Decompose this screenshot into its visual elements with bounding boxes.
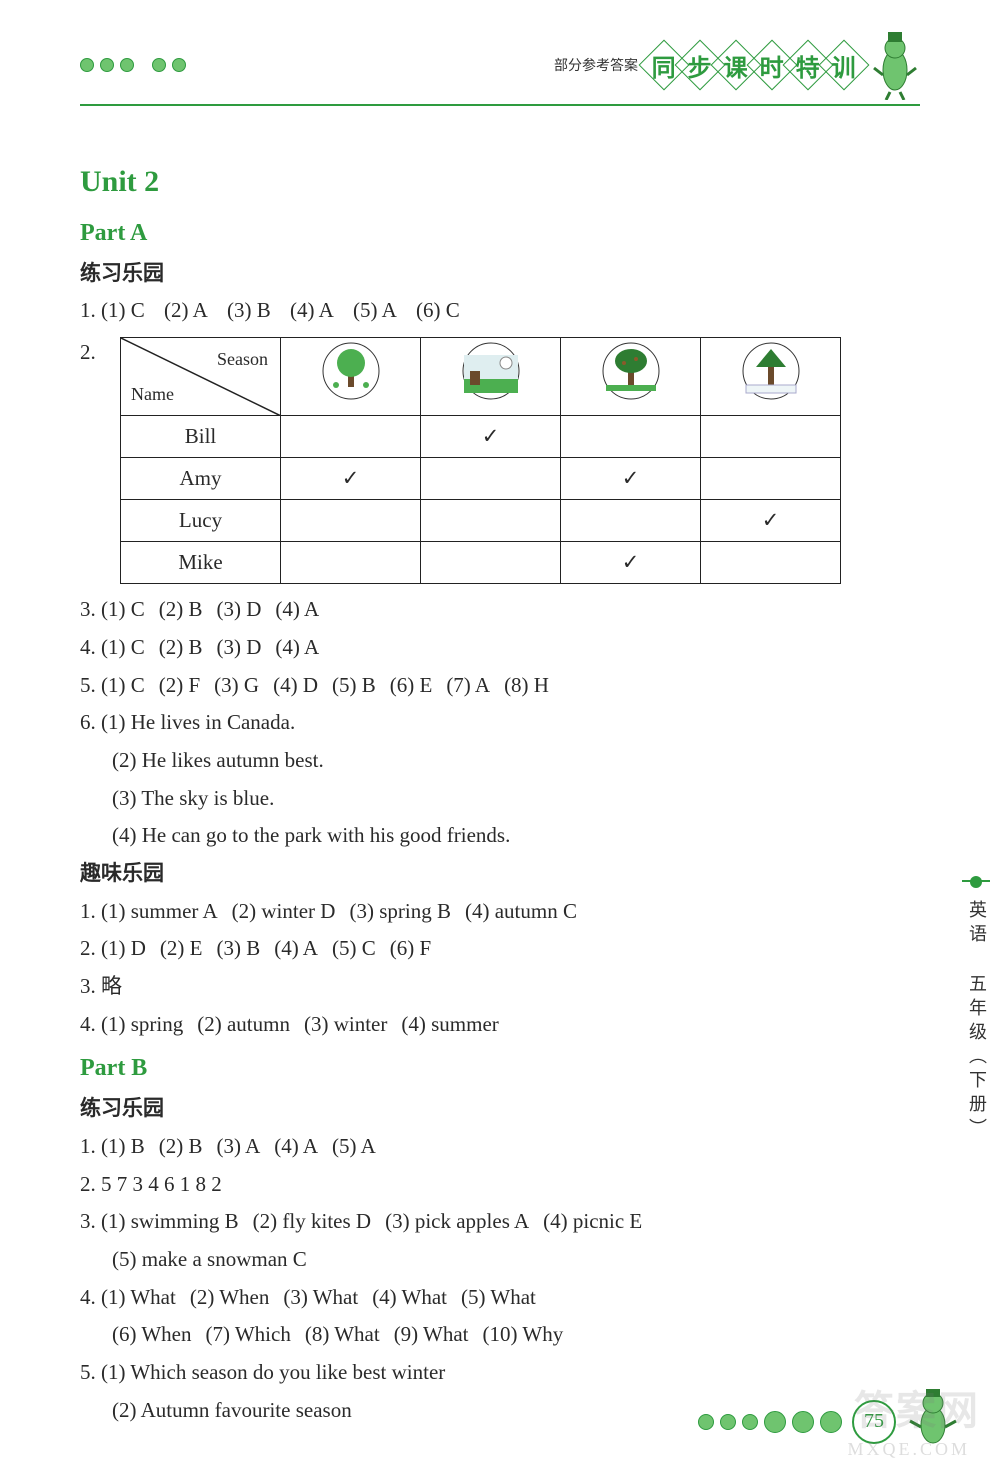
part-b-title: Part B [80,1048,920,1089]
answer-line: 1. (1) C (2) A (3) B (4) A (5) A (6) C [80,293,920,329]
answer-line: 5. (1) Which season do you like best win… [80,1355,920,1391]
answer-line: 5. (1) C(2) F(3) G(4) D(5) B(6) E(7) A(8… [80,668,920,704]
season-table: Season Name [120,337,841,584]
table-row: Bill✓ [121,416,841,458]
mascot-footer-icon [906,1387,960,1456]
unit-title: Unit 2 [80,156,920,207]
section-label: 趣味乐园 [80,856,920,892]
header-subtitle: 部分参考答案 [554,55,638,75]
content-body: Unit 2 Part A 练习乐园 1. (1) C (2) A (3) B … [80,156,920,1428]
page-header: 部分参考答案 同 步 课 时 特 训 [80,30,920,106]
part-a-title: Part A [80,213,920,254]
table-corner-cell: Season Name [121,338,281,416]
answer-line: (6) When(7) Which(8) What(9) What(10) Wh… [80,1317,920,1353]
header-title: 部分参考答案 同 步 课 时 特 训 [554,30,920,100]
answer-line: 4. (1) spring(2) autumn(3) winter(4) sum… [80,1007,920,1043]
answer-line: 3. (1) C(2) B(3) D(4) A [80,592,920,628]
page-footer: 75 [698,1387,960,1456]
season-summer-icon [421,338,561,416]
page-number: 75 [852,1400,896,1444]
season-spring-icon [281,338,421,416]
answer-line: 1. (1) summer A(2) winter D(3) spring B(… [80,894,920,930]
answer-line: 2. (1) D(2) E(3) B(4) A(5) C(6) F [80,931,920,967]
mascot-icon [870,30,920,100]
answer-line: (2) He likes autumn best. [80,743,920,779]
answer-line: (3) The sky is blue. [80,781,920,817]
table-row: Amy✓✓ [121,458,841,500]
footer-dots [698,1411,842,1433]
answer-line: 4. (1) What(2) When(3) What(4) What(5) W… [80,1280,920,1316]
answer-line: 2. 5 7 3 4 6 1 8 2 [80,1167,920,1203]
answer-line: 4. (1) C(2) B(3) D(4) A [80,630,920,666]
section-label: 练习乐园 [80,256,920,292]
q2-number: 2. [80,331,110,371]
section-label: 练习乐园 [80,1091,920,1127]
answer-line: 1. (1) B(2) B(3) A(4) A(5) A [80,1129,920,1165]
answer-line: (5) make a snowman C [80,1242,920,1278]
header-dots [80,58,186,72]
answer-line: 6. (1) He lives in Canada. [80,705,920,741]
answer-line: 3. 略 [80,969,920,1005]
answer-line: 3. (1) swimming B(2) fly kites D(3) pick… [80,1204,920,1240]
answer-line: (4) He can go to the park with his good … [80,818,920,854]
season-autumn-icon [561,338,701,416]
season-table-row: 2. Season Name [80,331,920,590]
season-winter-icon [701,338,841,416]
table-row: Lucy✓ [121,500,841,542]
side-tab: 英语 五年级（下册） [962,880,990,1142]
table-row: Mike✓ [121,542,841,584]
